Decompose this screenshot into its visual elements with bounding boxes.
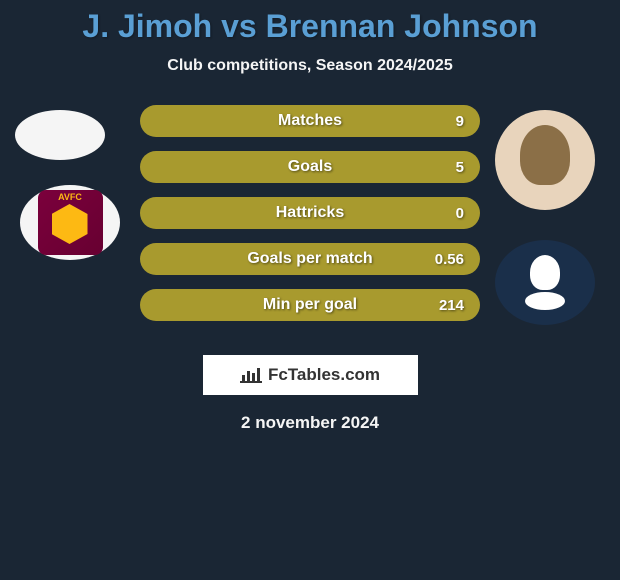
avfc-badge-icon: [38, 190, 103, 255]
fctables-badge: FcTables.com: [203, 355, 418, 395]
left-player-avatar: [15, 110, 105, 160]
stats-area: Matches 9 Goals 5 Hattricks 0 Goals per …: [0, 105, 620, 355]
stat-value: 0: [456, 205, 464, 222]
comparison-title: J. Jimoh vs Brennan Johnson: [0, 8, 620, 45]
left-club-badge: [20, 185, 120, 260]
stat-label: Goals: [288, 158, 332, 176]
fctables-label: FcTables.com: [268, 365, 380, 385]
chart-icon: [240, 365, 262, 385]
date-label: 2 november 2024: [0, 413, 620, 433]
comparison-subtitle: Club competitions, Season 2024/2025: [0, 57, 620, 75]
stat-value: 214: [439, 297, 464, 314]
stat-label: Min per goal: [263, 296, 357, 314]
right-player-avatar: [495, 110, 595, 210]
stat-row-gpm: Goals per match 0.56: [140, 243, 480, 275]
stat-row-hattricks: Hattricks 0: [140, 197, 480, 229]
stat-rows: Matches 9 Goals 5 Hattricks 0 Goals per …: [140, 105, 480, 335]
stat-value: 0.56: [435, 251, 464, 268]
spurs-badge-icon: [520, 255, 570, 310]
stat-value: 5: [456, 159, 464, 176]
stat-label: Goals per match: [247, 250, 372, 268]
stat-row-mpg: Min per goal 214: [140, 289, 480, 321]
comparison-card: J. Jimoh vs Brennan Johnson Club competi…: [0, 0, 620, 433]
right-club-badge: [495, 240, 595, 325]
stat-label: Matches: [278, 112, 342, 130]
stat-label: Hattricks: [276, 204, 344, 222]
stat-row-matches: Matches 9: [140, 105, 480, 137]
stat-value: 9: [456, 113, 464, 130]
stat-row-goals: Goals 5: [140, 151, 480, 183]
